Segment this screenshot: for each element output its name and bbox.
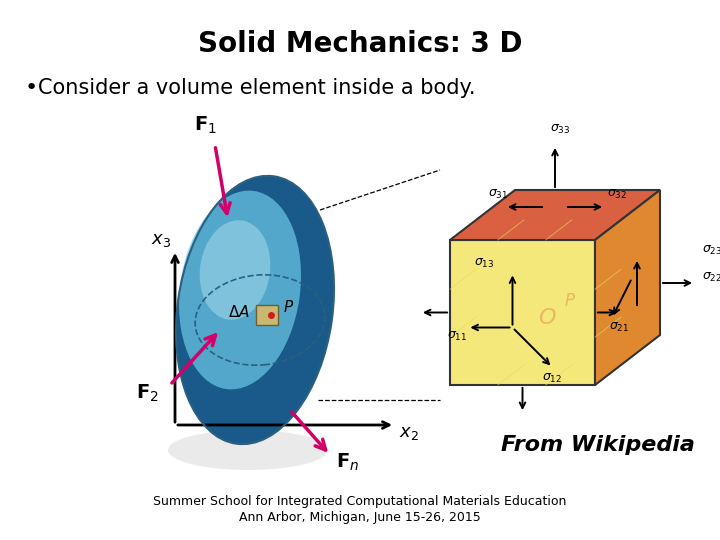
Text: $\sigma_{33}$: $\sigma_{33}$ [550,123,570,136]
Text: Ann Arbor, Michigan, June 15-26, 2015: Ann Arbor, Michigan, June 15-26, 2015 [239,511,481,524]
Text: $\mathbf{F}_n$: $\mathbf{F}_n$ [336,451,359,472]
Text: From Wikipedia: From Wikipedia [501,435,695,455]
Polygon shape [595,190,660,385]
Ellipse shape [176,176,334,444]
Text: $\sigma_{31}$: $\sigma_{31}$ [488,188,508,201]
Text: $\sigma_{32}$: $\sigma_{32}$ [607,188,627,201]
Text: $x_3$: $x_3$ [151,231,171,249]
Polygon shape [450,240,595,385]
Text: $\sigma_{11}$: $\sigma_{11}$ [447,329,467,342]
Text: $\Delta A$: $\Delta A$ [228,304,250,320]
Text: $\sigma_{22}$: $\sigma_{22}$ [702,271,720,284]
Text: $P$: $P$ [284,299,294,315]
Polygon shape [450,190,660,240]
Text: $\sigma_{21}$: $\sigma_{21}$ [609,321,629,334]
Text: $\sigma_{13}$: $\sigma_{13}$ [474,256,495,269]
Text: $\mathbf{F}_2$: $\mathbf{F}_2$ [135,382,158,404]
Text: $x_2$: $x_2$ [399,424,419,442]
Text: $\mathit{P}$: $\mathit{P}$ [564,292,577,309]
Text: $\sigma_{12}$: $\sigma_{12}$ [542,372,562,384]
Text: $\mathit{O}$: $\mathit{O}$ [538,307,557,327]
Text: •: • [25,78,38,98]
Text: $\sigma_{23}$: $\sigma_{23}$ [702,244,720,257]
Bar [256,305,278,325]
Text: $\mathbf{F}_1$: $\mathbf{F}_1$ [194,114,217,136]
Text: Consider a volume element inside a body.: Consider a volume element inside a body. [38,78,475,98]
Ellipse shape [199,220,270,320]
Text: Solid Mechanics: 3 D: Solid Mechanics: 3 D [198,30,522,58]
Ellipse shape [168,430,328,470]
Ellipse shape [179,191,301,389]
Text: Summer School for Integrated Computational Materials Education: Summer School for Integrated Computation… [153,496,567,509]
